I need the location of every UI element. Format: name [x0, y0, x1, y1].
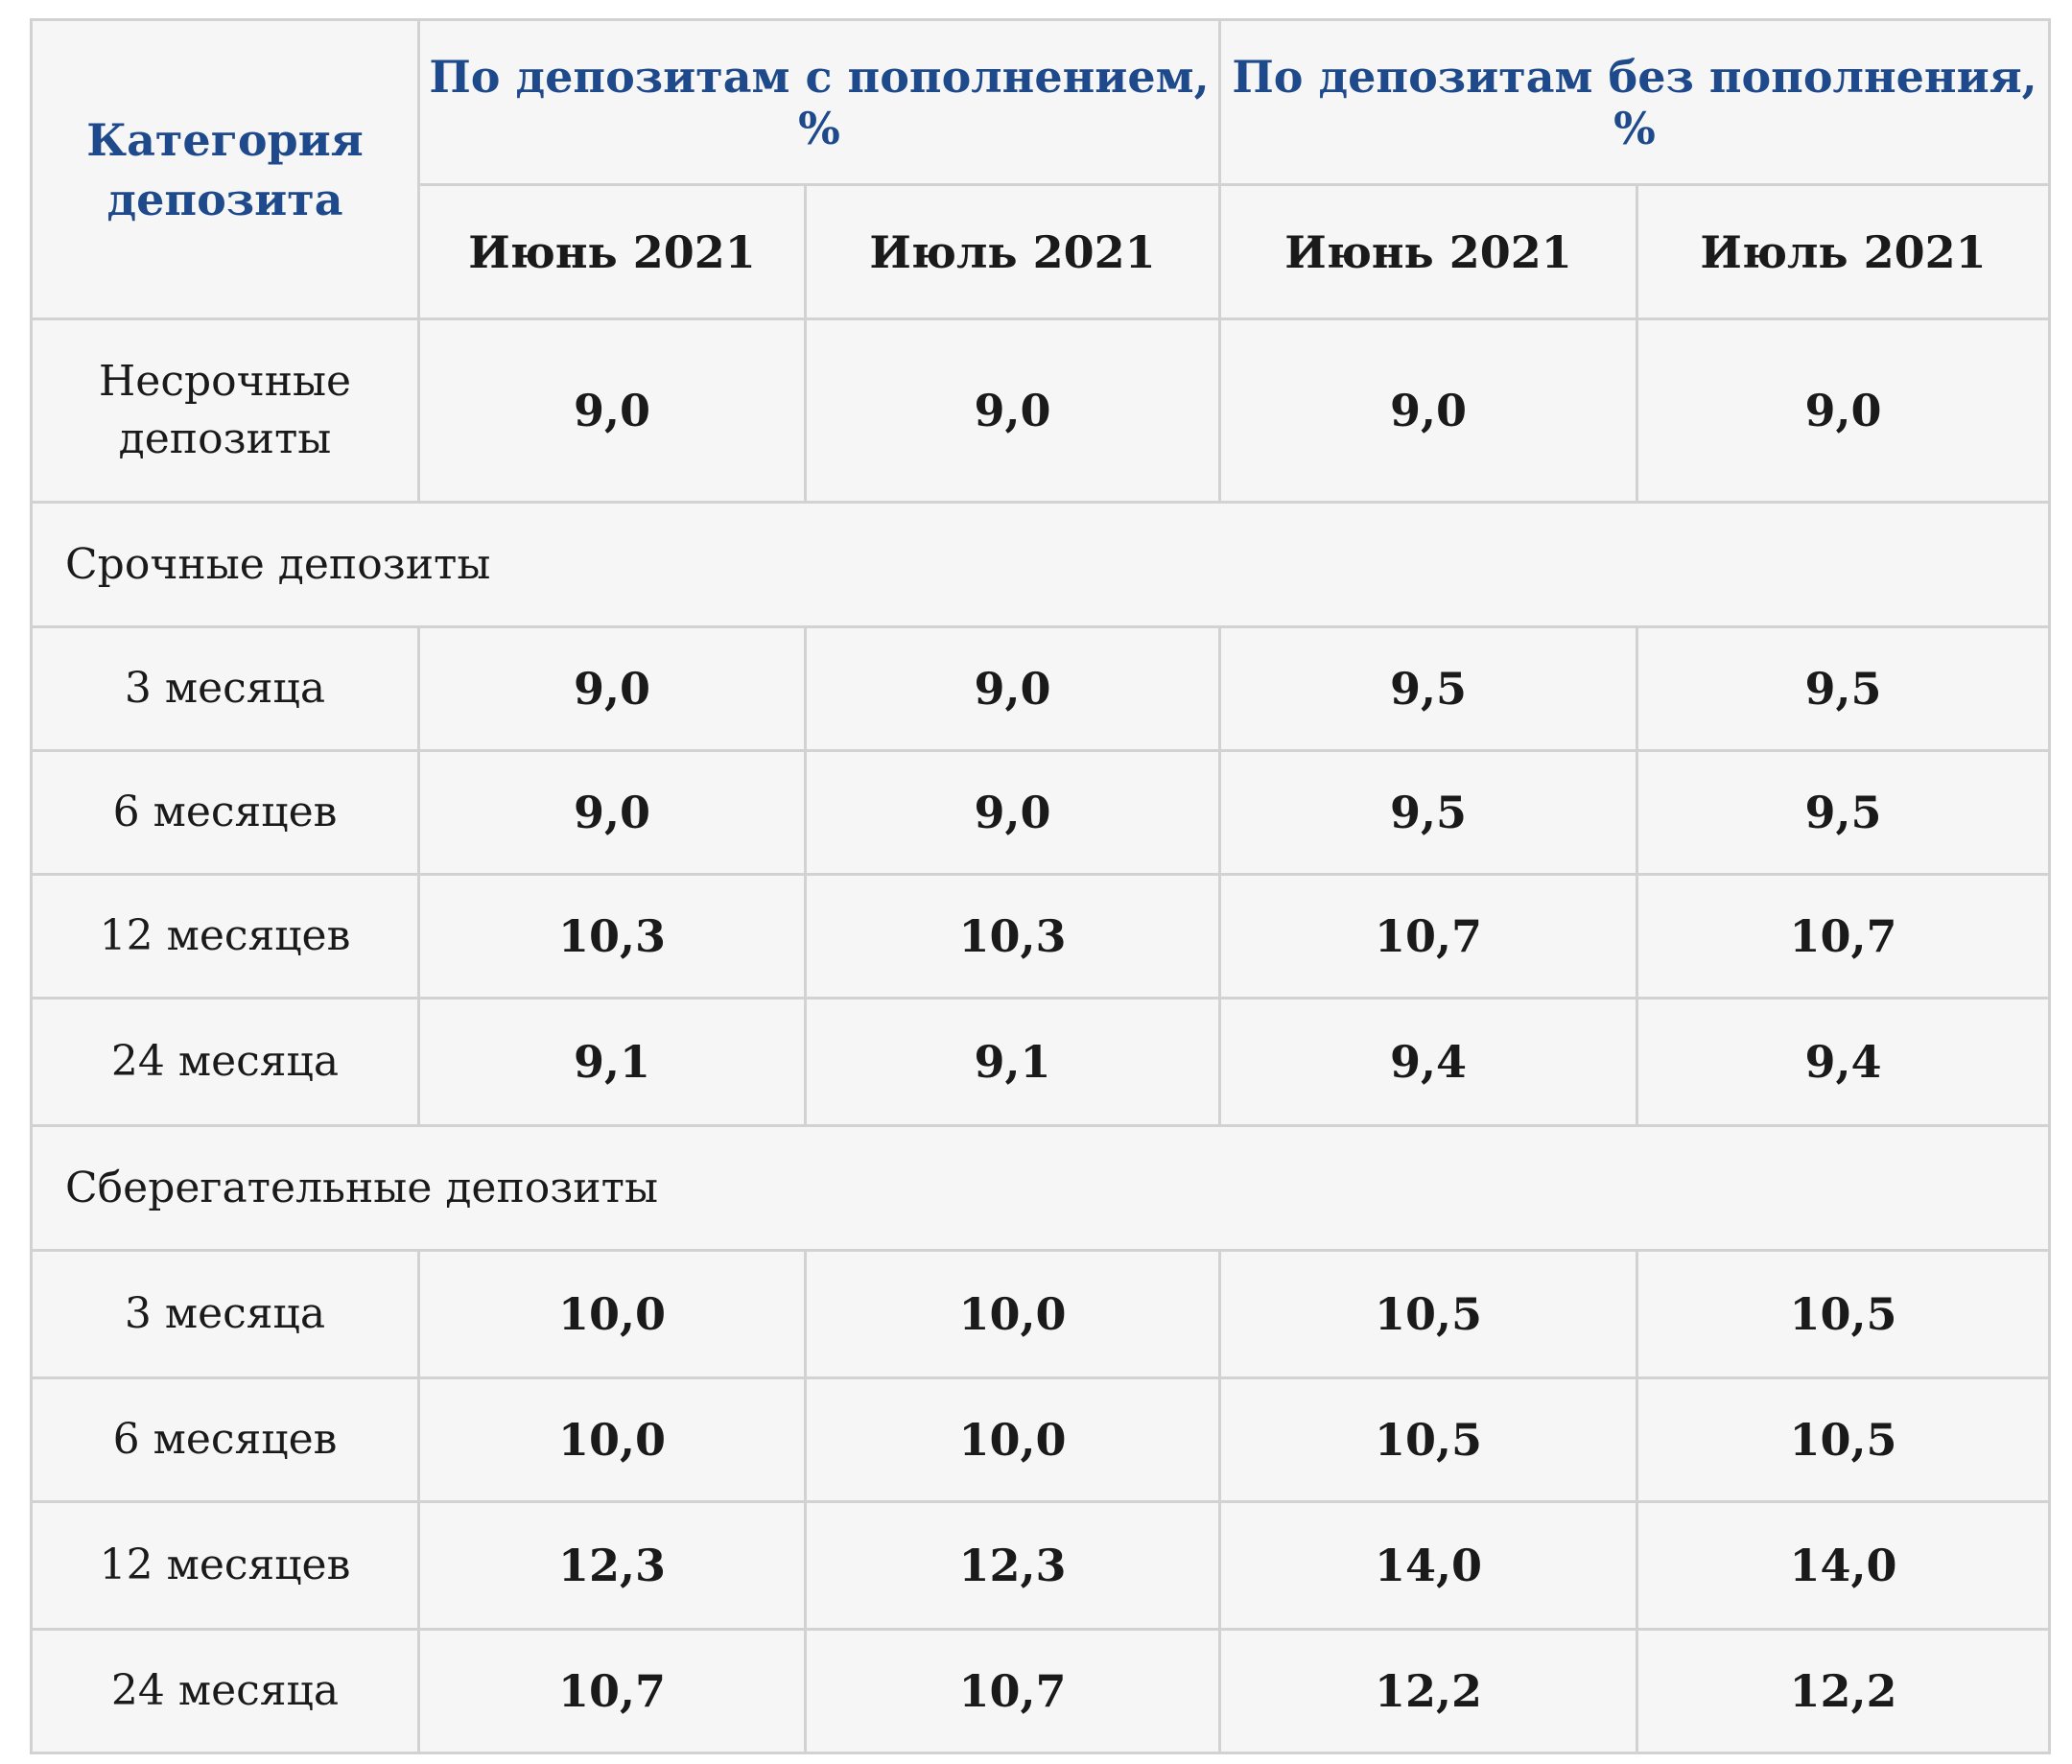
- rate-cell: 10,7: [803, 1628, 1222, 1754]
- rate-cell: 10,0: [417, 1249, 807, 1379]
- header-month: Июль 2021: [1636, 183, 2052, 320]
- table-row: 24 месяца 10,7 10,7 12,2 12,2: [30, 1628, 2052, 1754]
- header-category: Категория депозита: [30, 18, 420, 320]
- rate-cell: 9,4: [1218, 997, 1639, 1127]
- rate-cell: 9,0: [803, 749, 1222, 876]
- row-label: Несрочные депозиты: [30, 318, 420, 504]
- header-row-groups: Категория депозита По депозитам с пополн…: [30, 18, 2052, 320]
- section-label-savings: Сберегательные депозиты: [29, 1124, 2052, 1252]
- rate-cell: 10,0: [803, 1376, 1222, 1503]
- header-group-without-topup: По депозитам без пополнения, %: [1218, 18, 2052, 186]
- rate-cell: 9,0: [417, 625, 807, 752]
- rate-cell: 14,0: [1636, 1500, 2052, 1631]
- section-label-term: Срочные депозиты: [29, 501, 2052, 628]
- row-label: 12 месяцев: [30, 873, 420, 1000]
- rate-cell: 12,3: [417, 1500, 807, 1631]
- rate-cell: 12,2: [1218, 1628, 1639, 1754]
- rate-cell: 14,0: [1218, 1500, 1639, 1631]
- row-label: 24 месяца: [30, 1628, 420, 1754]
- row-label: 3 месяца: [30, 625, 420, 752]
- rate-cell: 9,5: [1218, 625, 1639, 752]
- table-row: 3 месяца 9,0 9,0 9,5 9,5: [30, 625, 2052, 752]
- row-label: 24 месяца: [30, 997, 420, 1127]
- rate-cell: 9,5: [1218, 749, 1639, 876]
- header-month: Июль 2021: [803, 183, 1222, 320]
- table-row: 3 месяца 10,0 10,0 10,5 10,5: [30, 1249, 2052, 1379]
- rate-cell: 9,0: [1218, 318, 1639, 504]
- row-label: 12 месяцев: [30, 1500, 420, 1631]
- rate-cell: 9,0: [417, 318, 807, 504]
- rate-cell: 10,0: [417, 1376, 807, 1503]
- rate-cell: 9,0: [1636, 318, 2052, 504]
- header-month: Июнь 2021: [1218, 183, 1639, 320]
- rate-cell: 10,5: [1218, 1249, 1639, 1379]
- rate-cell: 12,3: [803, 1500, 1222, 1631]
- rate-cell: 10,3: [417, 873, 807, 1000]
- row-label: 6 месяцев: [30, 749, 420, 876]
- table-row: 12 месяцев 10,3 10,3 10,7 10,7: [30, 873, 2052, 1000]
- rate-cell: 9,5: [1636, 749, 2052, 876]
- rate-cell: 12,2: [1636, 1628, 2052, 1754]
- rate-cell: 9,1: [803, 997, 1222, 1127]
- rate-cell: 9,1: [417, 997, 807, 1127]
- row-label: 6 месяцев: [30, 1376, 420, 1503]
- table-row: 12 месяцев 12,3 12,3 14,0 14,0: [30, 1500, 2052, 1631]
- rate-cell: 10,5: [1636, 1376, 2052, 1503]
- row-label: 3 месяца: [30, 1249, 420, 1379]
- header-row-months: Июнь 2021 Июль 2021 Июнь 2021 Июль 2021: [32, 183, 2052, 320]
- table-row: 6 месяцев 9,0 9,0 9,5 9,5: [30, 749, 2052, 876]
- rate-cell: 10,5: [1636, 1249, 2052, 1379]
- rate-cell: 10,7: [1218, 873, 1639, 1000]
- rate-cell: 10,3: [803, 873, 1222, 1000]
- rate-cell: 9,0: [803, 318, 1222, 504]
- table-row: 24 месяца 9,1 9,1 9,4 9,4: [30, 997, 2052, 1127]
- rate-cell: 10,7: [417, 1628, 807, 1754]
- table-row-nonterm: Несрочные депозиты 9,0 9,0 9,0 9,0: [30, 318, 2052, 504]
- header-group-with-topup: По депозитам с пополнением, %: [416, 18, 1222, 186]
- header-month: Июнь 2021: [417, 183, 807, 320]
- section-row-savings: Сберегательные депозиты: [29, 1124, 2052, 1252]
- section-row-term: Срочные депозиты: [29, 501, 2052, 628]
- rate-cell: 9,0: [417, 749, 807, 876]
- rate-cell: 10,0: [803, 1249, 1222, 1379]
- rate-cell: 9,0: [803, 625, 1222, 752]
- table-row: 6 месяцев 10,0 10,0 10,5 10,5: [30, 1376, 2052, 1503]
- deposit-rates-table: Категория депозита По депозитам с пополн…: [29, 18, 2052, 1754]
- rate-cell: 9,4: [1636, 997, 2052, 1127]
- rate-cell: 10,5: [1218, 1376, 1639, 1503]
- rate-cell: 10,7: [1636, 873, 2052, 1000]
- rate-cell: 9,5: [1636, 625, 2052, 752]
